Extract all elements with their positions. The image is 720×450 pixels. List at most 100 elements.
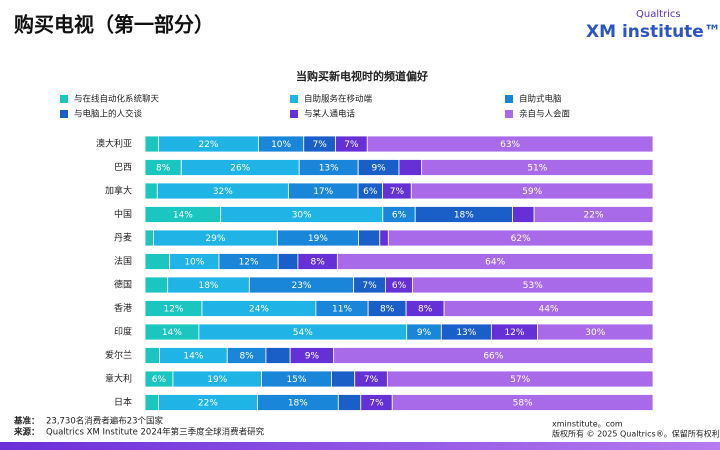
value-label: 12% <box>504 328 524 338</box>
bar-segment <box>533 206 654 223</box>
category-label: 丹麦 <box>114 232 132 244</box>
bar-segment <box>144 229 154 247</box>
bar-segment <box>421 159 654 176</box>
value-label: 54% <box>293 328 313 338</box>
logo-brand: Qualtrics <box>636 9 681 20</box>
value-label: 17% <box>313 187 333 197</box>
copyright: 版权所有 © 2025 Qualtrics®。保留所有权利 <box>552 429 720 439</box>
bar-segment <box>391 394 654 411</box>
page-title: 购买电视（第一部分） <box>14 13 214 37</box>
legend-swatch <box>290 110 298 118</box>
legend-swatch <box>60 110 68 118</box>
value-label: 62% <box>511 234 531 244</box>
category-label: 巴西 <box>114 162 132 173</box>
value-label: 58% <box>513 399 533 409</box>
value-label: 7% <box>390 187 405 197</box>
bar-segment <box>331 370 356 388</box>
value-label: 19% <box>308 234 328 244</box>
value-label: 8% <box>156 164 171 174</box>
category-label: 加拿大 <box>105 185 132 197</box>
value-label: 8% <box>310 258 325 268</box>
bar-segment <box>512 206 535 223</box>
legend-swatch <box>60 95 68 103</box>
bar-segment <box>336 253 654 270</box>
value-label: 44% <box>539 305 559 315</box>
bar-segment <box>337 394 362 411</box>
bar-segment <box>386 370 654 388</box>
value-label: 18% <box>288 399 308 409</box>
legend-label: 与某人通电话 <box>304 109 356 120</box>
value-label: 12% <box>163 305 183 315</box>
value-label: 6% <box>152 375 167 385</box>
bar-segment <box>537 323 654 341</box>
category-label: 中国 <box>114 208 132 220</box>
value-label: 59% <box>522 187 542 197</box>
value-label: 14% <box>173 211 193 221</box>
value-label: 7% <box>344 140 359 150</box>
bar-segment <box>333 347 654 364</box>
bar-segment <box>144 276 169 294</box>
value-label: 9% <box>305 352 320 362</box>
value-label: 32% <box>213 187 233 197</box>
bar-segment <box>387 229 654 247</box>
bar-segment <box>379 229 389 247</box>
bar-segment <box>358 229 381 247</box>
base-label: 基准： <box>13 416 40 427</box>
value-label: 8% <box>418 305 433 315</box>
bar-segment <box>144 347 160 364</box>
value-label: 12% <box>239 258 259 268</box>
value-label: 7% <box>312 140 327 150</box>
legend-label: 与电脑上的人交谈 <box>74 109 143 120</box>
value-label: 23% <box>291 281 311 291</box>
bar-segment <box>144 253 171 270</box>
chart-title: 当购买新电视时的频道偏好 <box>296 69 428 83</box>
category-label: 印度 <box>114 326 132 338</box>
value-label: 63% <box>500 140 520 150</box>
value-label: 64% <box>485 258 505 268</box>
value-label: 13% <box>456 328 476 338</box>
value-label: 9% <box>417 328 432 338</box>
value-label: 22% <box>584 211 604 221</box>
value-label: 22% <box>198 140 218 150</box>
legend-swatch <box>505 110 513 118</box>
footer-band <box>0 442 720 450</box>
value-label: 30% <box>292 211 312 221</box>
bar-segment <box>144 135 160 153</box>
category-label: 香港 <box>114 302 132 314</box>
legend-swatch <box>505 95 513 103</box>
bar-segment <box>366 135 654 153</box>
value-label: 19% <box>207 375 227 385</box>
category-label: 日本 <box>114 396 132 408</box>
category-label: 法国 <box>114 255 132 267</box>
value-label: 6% <box>392 281 407 291</box>
bar-segment <box>443 300 654 317</box>
category-label: 意大利 <box>105 373 132 385</box>
value-label: 8% <box>380 305 395 315</box>
value-label: 53% <box>523 281 543 291</box>
value-label: 24% <box>249 305 269 315</box>
value-label: 14% <box>183 352 203 362</box>
bar-segment <box>144 394 159 411</box>
value-label: 6% <box>363 187 378 197</box>
value-label: 15% <box>286 375 306 385</box>
category-label: 德国 <box>114 279 132 291</box>
value-label: 11% <box>332 305 352 315</box>
value-label: 7% <box>369 399 384 409</box>
value-label: 29% <box>205 234 225 244</box>
source-text: Qualtrics XM Institute 2024年第三季度全球消费者研究 <box>46 427 265 438</box>
value-label: 22% <box>198 399 218 409</box>
legend-label: 亲自与人会面 <box>519 109 571 120</box>
legend-swatch <box>290 95 298 103</box>
bar-segment <box>265 347 291 364</box>
source-label: 来源： <box>13 427 40 438</box>
value-label: 26% <box>230 164 250 174</box>
bar-segment <box>144 182 158 200</box>
site: xminstitute。com <box>552 420 623 429</box>
value-label: 9% <box>371 164 386 174</box>
value-label: 8% <box>239 352 254 362</box>
value-label: 14% <box>162 328 182 338</box>
value-label: 7% <box>364 375 379 385</box>
value-label: 10% <box>271 140 291 150</box>
bar-segment <box>277 253 299 270</box>
